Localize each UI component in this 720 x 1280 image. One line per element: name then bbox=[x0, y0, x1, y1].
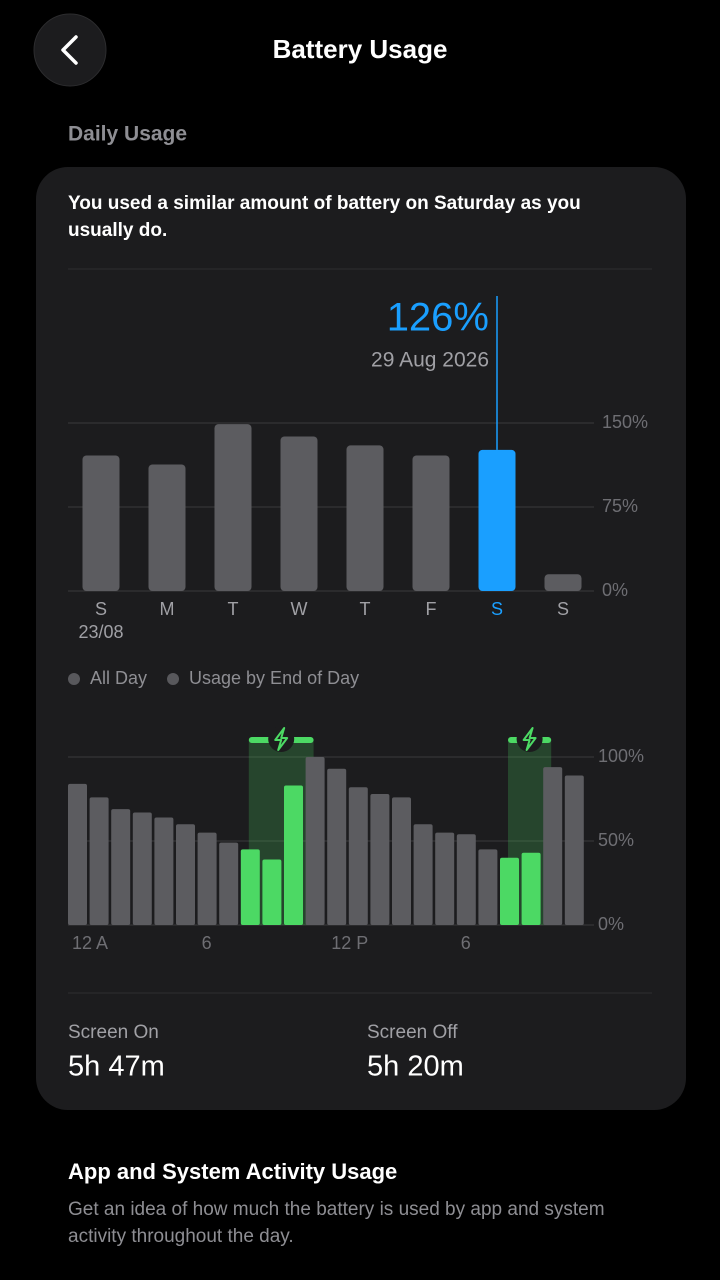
x-tick-label: W bbox=[291, 599, 308, 619]
bar bbox=[478, 849, 498, 925]
bar bbox=[148, 464, 186, 591]
bar bbox=[89, 797, 109, 925]
bar bbox=[543, 767, 563, 925]
legend-label: Usage by End of Day bbox=[189, 668, 359, 688]
x-tick-label: 12 A bbox=[72, 933, 108, 953]
bar bbox=[219, 842, 239, 925]
back-icon[interactable] bbox=[61, 35, 78, 65]
bar bbox=[370, 793, 390, 925]
stat-label: Screen Off bbox=[367, 1022, 458, 1043]
bar bbox=[413, 824, 433, 925]
bar bbox=[305, 757, 325, 925]
summary: You used a similar amount of battery on … bbox=[68, 193, 581, 241]
selection-value: 126% bbox=[387, 296, 489, 340]
back-button[interactable] bbox=[33, 13, 107, 87]
selection-date: 29 Aug 2026 bbox=[371, 349, 489, 372]
stat-value: 5h 20m bbox=[367, 1051, 464, 1083]
bar bbox=[392, 797, 411, 925]
bar bbox=[284, 785, 303, 925]
y-tick-label: 150% bbox=[602, 412, 648, 432]
bar bbox=[412, 455, 450, 591]
legend-dot bbox=[68, 673, 80, 685]
bar bbox=[111, 809, 131, 925]
x-tick-label: T bbox=[228, 599, 239, 619]
bar bbox=[478, 449, 516, 591]
bar bbox=[544, 574, 582, 591]
x-tick-label: 12 P bbox=[331, 933, 368, 953]
y-tick-label: 50% bbox=[598, 830, 634, 850]
x-tick-label: S bbox=[95, 599, 107, 619]
section-title: Daily Usage bbox=[68, 123, 187, 146]
bar bbox=[280, 436, 318, 591]
bar bbox=[132, 812, 152, 925]
x-tick-label: T bbox=[360, 599, 371, 619]
legend-dot bbox=[167, 673, 180, 685]
bar bbox=[68, 783, 87, 925]
bar bbox=[327, 768, 347, 925]
x-tick-label: 6 bbox=[461, 933, 471, 953]
stat-label: Screen On bbox=[68, 1022, 159, 1043]
x-tick-label: F bbox=[426, 599, 437, 619]
bar bbox=[154, 817, 174, 925]
x-tick-label: S bbox=[491, 599, 503, 619]
y-tick-label: 100% bbox=[598, 746, 644, 766]
bar bbox=[262, 859, 282, 925]
stat-value: 5h 47m bbox=[68, 1051, 165, 1083]
y-tick-label: 75% bbox=[602, 496, 638, 516]
bar bbox=[435, 832, 455, 925]
bar bbox=[346, 445, 384, 591]
back-circle[interactable] bbox=[33, 13, 107, 87]
x-tick-label: 6 bbox=[202, 933, 212, 953]
bar bbox=[214, 424, 252, 591]
y-tick-label: 0% bbox=[598, 914, 624, 934]
charging-icon bbox=[522, 727, 537, 751]
bar bbox=[456, 834, 476, 925]
bar bbox=[348, 787, 368, 925]
bar bbox=[82, 455, 120, 591]
activity-description: Get an idea of how much the battery is u… bbox=[68, 1199, 605, 1247]
bar bbox=[500, 857, 519, 925]
page-title: Battery Usage bbox=[273, 34, 448, 64]
bar bbox=[197, 832, 217, 925]
bar bbox=[176, 824, 195, 925]
card bbox=[36, 167, 686, 1110]
bar bbox=[564, 775, 584, 925]
legend-label: All Day bbox=[90, 668, 147, 688]
bar bbox=[521, 852, 541, 925]
charging-icon bbox=[274, 727, 289, 751]
x-tick-label: M bbox=[160, 599, 175, 619]
y-tick-label: 0% bbox=[602, 580, 628, 600]
bar bbox=[240, 849, 260, 925]
activity-title: App and System Activity Usage bbox=[68, 1159, 397, 1184]
x-tick-sublabel: 23/08 bbox=[78, 622, 123, 642]
x-tick-label: S bbox=[557, 599, 569, 619]
